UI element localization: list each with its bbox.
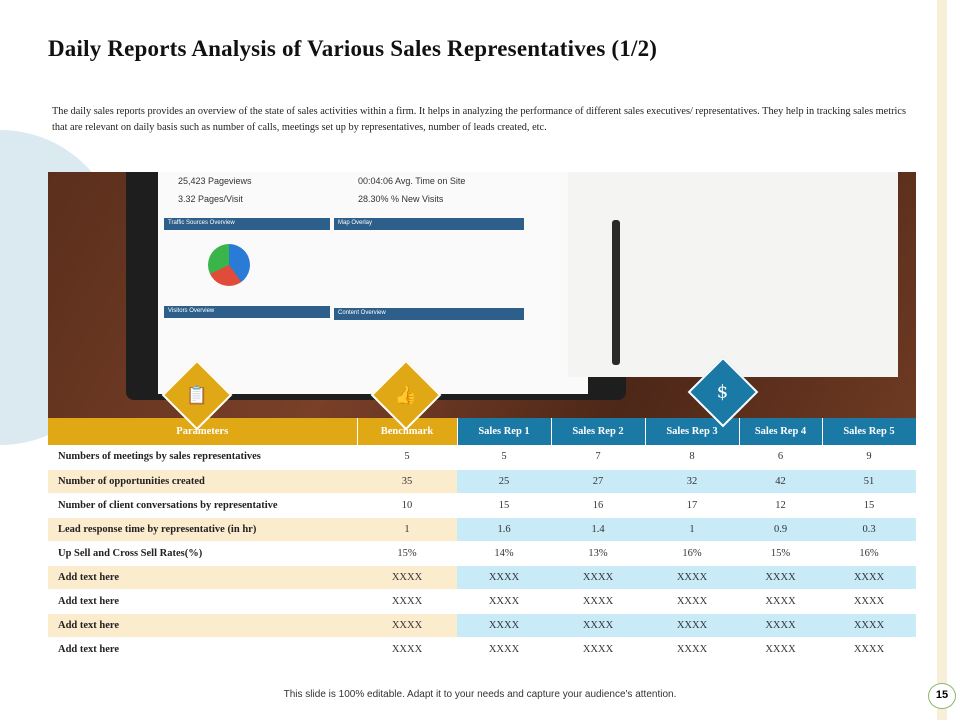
tablet-screen: 25,423 Pageviews 3.32 Pages/Visit 00:04:… <box>158 172 588 394</box>
column-header: Sales Rep 5 <box>822 418 917 445</box>
cell-value: XXXX <box>822 637 916 662</box>
row-label: Lead response time by representative (in… <box>48 517 357 542</box>
row-label: Number of opportunities created <box>48 469 357 494</box>
column-header: Sales Rep 2 <box>551 418 646 445</box>
cell-value: 17 <box>645 493 739 518</box>
cell-value: 14% <box>457 541 551 566</box>
cell-value: 1.4 <box>551 517 645 542</box>
cell-value: XXXX <box>357 565 457 590</box>
cell-value: XXXX <box>739 613 822 638</box>
cell-value: 16% <box>645 541 739 566</box>
row-label: Number of client conversations by repres… <box>48 493 357 518</box>
row-label: Add text here <box>48 565 357 590</box>
cell-value: 12 <box>739 493 822 518</box>
table-row: Add text here XXXX XXXX XXXX XXXX XXXX XXXX <box>48 637 916 662</box>
cell-value: XXXX <box>551 589 645 614</box>
cell-value: XXXX <box>457 565 551 590</box>
table-row: Add text here XXXX XXXX XXXX XXXX XXXX XXXX <box>48 565 916 590</box>
cell-value: 15% <box>357 541 457 566</box>
cell-value: XXXX <box>739 565 822 590</box>
cell-value: 27 <box>551 469 645 494</box>
cell-value: 5 <box>457 445 551 470</box>
cell-value: XXXX <box>457 613 551 638</box>
footer-text: This slide is 100% editable. Adapt it to… <box>283 689 677 700</box>
table-row: Add text here XXXX XXXX XXXX XXXX XXXX XXXX <box>48 613 916 638</box>
cell-value: XXXX <box>357 613 457 638</box>
row-label: Add text here <box>48 589 357 614</box>
page-title: Daily Reports Analysis of Various Sales … <box>48 36 658 61</box>
cell-value: 7 <box>551 445 645 470</box>
stat-pageviews: 25,423 Pageviews <box>178 176 252 186</box>
panel-content: Content Overview <box>334 308 524 320</box>
cell-value: 15 <box>457 493 551 518</box>
sales-rep-table: Parameters Benchmark Sales Rep 1 Sales Rep … <box>48 418 917 662</box>
decorative-strip <box>937 0 947 720</box>
panel-map: Map Overlay <box>334 218 524 230</box>
cell-value: 42 <box>739 469 822 494</box>
cell-value: XXXX <box>357 637 457 662</box>
cell-value: 13% <box>551 541 645 566</box>
cell-value: 1.6 <box>457 517 551 542</box>
cell-value: XXXX <box>645 589 739 614</box>
cell-value: XXXX <box>551 613 645 638</box>
cell-value: XXXX <box>457 589 551 614</box>
cell-value: XXXX <box>645 613 739 638</box>
column-header: Sales Rep 4 <box>739 418 823 445</box>
cell-value: XXXX <box>822 565 916 590</box>
cell-value: XXXX <box>822 589 916 614</box>
cell-value: XXXX <box>645 565 739 590</box>
cell-value: XXXX <box>551 565 645 590</box>
table-row: Lead response time by representative (in… <box>48 517 916 542</box>
cell-value: 25 <box>457 469 551 494</box>
cell-value: 16 <box>551 493 645 518</box>
table-row: Number of client conversations by repres… <box>48 493 916 518</box>
stat-pages-visit: 3.32 Pages/Visit <box>178 194 243 204</box>
table-row: Up Sell and Cross Sell Rates(%) 15% 14% 13%… <box>48 541 916 566</box>
cell-value: XXXX <box>551 637 645 662</box>
cell-value: 16% <box>822 541 916 566</box>
row-label: Add text here <box>48 637 357 662</box>
panel-traffic: Traffic Sources Overview <box>164 218 330 230</box>
cell-value: 15 <box>822 493 916 518</box>
page-number: 15 <box>928 683 956 709</box>
pie-chart-graphic <box>208 244 250 286</box>
cell-value: 0.9 <box>739 517 822 542</box>
cell-value: 0.3 <box>822 517 916 542</box>
cell-value: 6 <box>739 445 822 470</box>
cell-value: 32 <box>645 469 739 494</box>
table-row: Numbers of meetings by sales representat… <box>48 445 916 470</box>
table-header: Parameters Benchmark Sales Rep 1 Sales Rep … <box>48 418 917 445</box>
cell-value: 1 <box>645 517 739 542</box>
analytics-photo: 25,423 Pageviews 3.32 Pages/Visit 00:04:… <box>48 172 916 418</box>
row-label: Add text here <box>48 613 357 638</box>
cell-value: XXXX <box>739 589 822 614</box>
cell-value: 10 <box>357 493 457 518</box>
stat-new-visits: 28.30% % New Visits <box>358 194 444 204</box>
cell-value: 9 <box>822 445 916 470</box>
cell-value: XXXX <box>739 637 822 662</box>
pen-image <box>612 220 620 365</box>
cell-value: 8 <box>645 445 739 470</box>
cell-value: XXXX <box>645 637 739 662</box>
cell-value: XXXX <box>357 589 457 614</box>
table-row: Number of opportunities created 35 25 27 32 4… <box>48 469 916 494</box>
cell-value: 35 <box>357 469 457 494</box>
intro-text: The daily sales reports provides an over… <box>52 106 906 133</box>
cell-value: 1 <box>357 517 457 542</box>
table-row: Add text here XXXX XXXX XXXX XXXX XXXX XXXX <box>48 589 916 614</box>
cell-value: 5 <box>357 445 457 470</box>
cell-value: 51 <box>822 469 916 494</box>
row-label: Up Sell and Cross Sell Rates(%) <box>48 541 357 566</box>
cell-value: XXXX <box>822 613 916 638</box>
row-label: Numbers of meetings by sales representat… <box>48 445 357 470</box>
cell-value: XXXX <box>457 637 551 662</box>
column-header: Sales Rep 1 <box>457 418 552 445</box>
stat-time: 00:04:06 Avg. Time on Site <box>358 176 466 186</box>
cell-value: 15% <box>739 541 822 566</box>
paper-sheet <box>568 172 898 377</box>
panel-visitors: Visitors Overview <box>164 306 330 318</box>
